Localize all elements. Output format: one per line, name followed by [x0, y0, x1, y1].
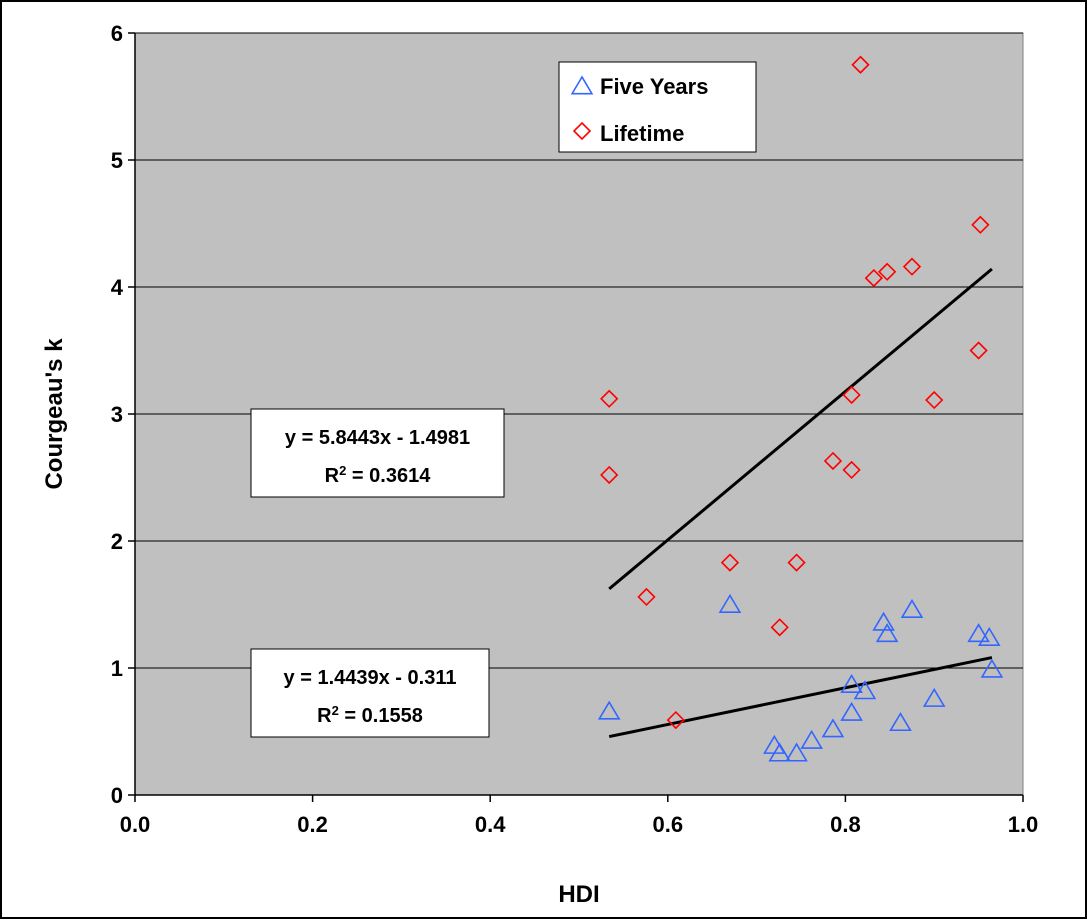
data-point-lifetime [878, 262, 897, 281]
data-point-five-years [800, 729, 823, 749]
data-point-five-years [977, 626, 1001, 646]
data-point-five-years [785, 742, 808, 762]
data-point-lifetime [902, 257, 922, 276]
data-point-five-years [853, 680, 877, 700]
legend-label: Lifetime [600, 121, 684, 146]
data-point-lifetime [851, 55, 870, 74]
data-point-lifetime [925, 390, 944, 410]
legend: Five Years Lifetime [558, 61, 757, 153]
trendline-five-years [608, 656, 993, 739]
data-point-five-years [597, 700, 621, 720]
data-point-lifetime [787, 553, 806, 572]
data-point-five-years [980, 658, 1004, 678]
x-tick-label: 0.4 [475, 812, 506, 837]
data-point-five-years [718, 593, 742, 613]
axes: 0 1 2 3 4 5 6 0.0 0.2 0.4 0.6 0.8 1.0 [111, 21, 1039, 837]
data-point-five-years [821, 718, 845, 738]
data-point-lifetime [770, 618, 789, 637]
data-point-lifetime [842, 385, 861, 405]
data-point-five-years [967, 623, 990, 643]
y-tick-label: 2 [111, 529, 123, 554]
x-tick-label: 1.0 [1008, 812, 1039, 837]
trendlines [608, 267, 993, 739]
data-point-lifetime [969, 341, 988, 360]
trendline-equation: y = 5.8443x - 1.4981 [285, 427, 470, 449]
data-point-five-years [922, 687, 946, 707]
data-point-five-years [900, 599, 924, 619]
trendline-equation: y = 1.4439x - 0.311 [284, 667, 457, 689]
y-tick-label: 0 [111, 783, 123, 808]
data-point-lifetime [600, 389, 619, 408]
data-point-lifetime [971, 215, 990, 234]
y-tick-label: 5 [111, 148, 123, 173]
data-point-lifetime [864, 268, 883, 288]
data-point-five-years [840, 701, 863, 721]
x-tick-label: 0.0 [120, 812, 151, 837]
data-point-lifetime [720, 553, 740, 572]
trendline-label-box: y = 1.4439x - 0.311 R2 = 0.1558 [250, 648, 490, 738]
legend-marker-lifetime [572, 121, 592, 141]
data-point-lifetime [666, 710, 685, 730]
trendline-labels: y = 5.8443x - 1.4981 R2 = 0.3614 y = 1.443… [250, 408, 505, 738]
x-tick-label: 0.6 [653, 812, 684, 837]
trendline-r-squared: R2 = 0.3614 [325, 463, 432, 488]
data-point-lifetime [600, 465, 619, 485]
x-tick-label: 0.2 [297, 812, 328, 837]
y-tick-label: 1 [111, 656, 123, 681]
data-point-lifetime [637, 587, 656, 607]
data-points [597, 55, 1004, 762]
x-tick-label: 0.8 [830, 812, 861, 837]
y-tick-label: 4 [111, 275, 124, 300]
y-tick-label: 3 [111, 402, 123, 427]
legend-marker-five-years [570, 75, 594, 95]
data-point-lifetime [842, 460, 861, 480]
trendline-label-box: y = 5.8443x - 1.4981 R2 = 0.3614 [250, 408, 505, 498]
data-point-five-years [768, 742, 791, 762]
data-point-five-years [875, 623, 899, 643]
legend-label: Five Years [600, 74, 708, 99]
data-point-five-years [889, 712, 912, 732]
data-point-lifetime [823, 451, 843, 471]
equation-box [250, 408, 505, 498]
y-tick-label: 6 [111, 21, 123, 46]
series-lifetime [600, 55, 990, 730]
trendline-lifetime [608, 267, 993, 591]
legend-box [558, 61, 757, 153]
equation-box [250, 648, 490, 738]
series-five-years [597, 593, 1004, 762]
x-axis-title: HDI [558, 881, 599, 908]
y-axis-title: Courgeau's k [41, 338, 68, 490]
trendline-r-squared: R2 = 0.1558 [317, 703, 423, 728]
data-point-five-years [840, 673, 863, 693]
